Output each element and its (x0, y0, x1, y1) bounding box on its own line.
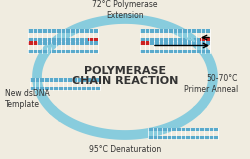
Bar (30, 78, 100, 82)
Bar (28, 38, 98, 41)
Bar (200, 38, 210, 41)
Bar (28, 41, 98, 45)
Bar (140, 38, 210, 41)
Bar (30, 86, 100, 90)
Bar (140, 41, 210, 45)
Text: 95°C Denaturation: 95°C Denaturation (89, 145, 161, 153)
Bar (148, 135, 218, 139)
Bar (28, 41, 38, 45)
Text: CHAIN REACTION: CHAIN REACTION (72, 76, 178, 86)
Text: New dsDNA
Template: New dsDNA Template (5, 89, 50, 109)
Text: 72°C Polymerase
Extension: 72°C Polymerase Extension (92, 0, 158, 20)
Text: 50-70°C
Primer Anneal: 50-70°C Primer Anneal (184, 74, 238, 94)
Bar (140, 29, 210, 32)
Bar (140, 41, 150, 45)
Text: POLYMERASE: POLYMERASE (84, 66, 166, 76)
Bar (140, 49, 210, 53)
Bar (28, 49, 98, 53)
Bar (148, 128, 218, 131)
Bar (88, 38, 98, 41)
Bar (28, 29, 98, 32)
